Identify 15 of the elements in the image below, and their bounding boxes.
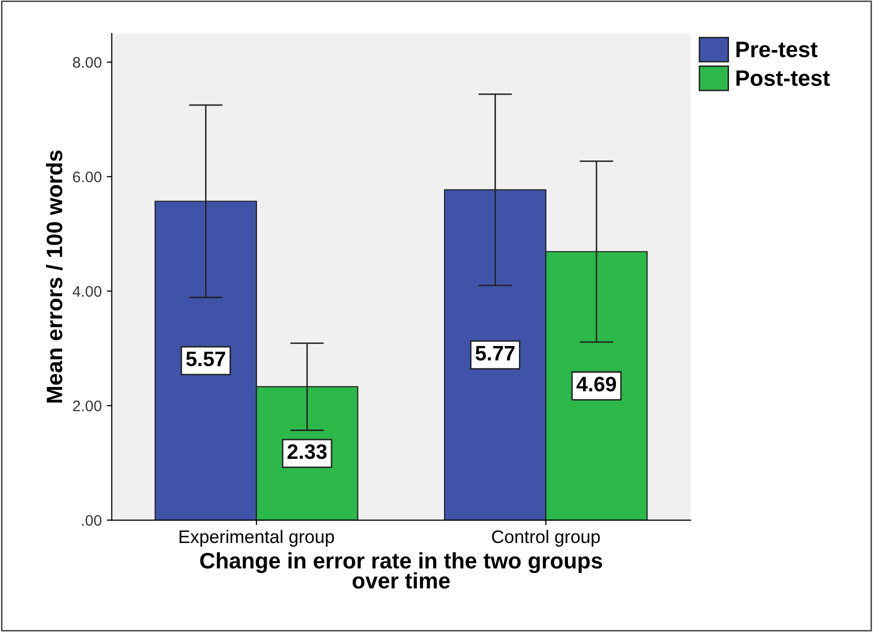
y-tick-label: 6.00 [73,171,102,182]
data-label: 2.33 [288,444,327,460]
y-tick-label: 4.00 [72,286,102,297]
y-tick-label: .00 [82,515,102,526]
y-tick-label: 8.00 [72,56,102,68]
data-label: 5.77 [476,346,515,361]
y-axis-title: Mean errors / 100 words [46,150,63,403]
legend-label: Post-test [736,70,830,86]
data-label: 5.57 [186,352,226,366]
x-tick-label: Control group [492,530,600,547]
data-label: 4.69 [576,376,616,392]
x-tick-label: Experimental group [180,530,334,547]
x-axis-title: Change in error rate in the two groups over time [200,552,602,589]
legend-label: Pre-test [736,42,818,58]
y-tick-label: 2.00 [73,400,102,412]
